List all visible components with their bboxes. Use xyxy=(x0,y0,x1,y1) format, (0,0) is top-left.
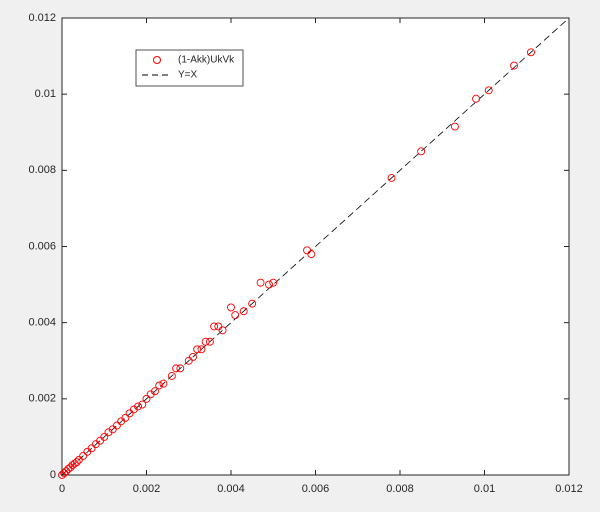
y-tick-label: 0.008 xyxy=(28,164,56,176)
data-point xyxy=(239,307,248,316)
data-point xyxy=(256,278,265,287)
data-point xyxy=(193,345,202,354)
data-point xyxy=(510,61,519,70)
data-point xyxy=(100,432,109,441)
data-point xyxy=(176,364,185,373)
data-point xyxy=(138,400,147,409)
y-tick-label: 0.01 xyxy=(35,88,56,100)
data-point xyxy=(450,122,459,131)
legend-label: Y=X xyxy=(178,70,198,81)
data-point xyxy=(172,364,181,373)
data-point xyxy=(201,337,210,346)
data-point xyxy=(150,387,159,396)
data-point xyxy=(87,444,96,453)
x-tick-label: 0.01 xyxy=(474,483,495,495)
data-point xyxy=(121,413,130,422)
data-point xyxy=(155,381,164,390)
data-point xyxy=(265,280,273,289)
data-point xyxy=(218,326,227,335)
x-tick-label: 0.006 xyxy=(302,483,330,495)
data-point xyxy=(269,278,278,287)
x-tick-label: 0.012 xyxy=(555,483,583,495)
data-point xyxy=(112,421,121,430)
data-point xyxy=(197,345,206,354)
data-point xyxy=(417,147,426,156)
data-point xyxy=(472,94,480,103)
data-point xyxy=(142,394,151,403)
data-point xyxy=(60,469,69,478)
data-point xyxy=(205,337,214,346)
data-point xyxy=(307,250,316,259)
data-point xyxy=(210,322,219,331)
data-point xyxy=(189,352,197,361)
x-tick-label: 0.008 xyxy=(386,483,414,495)
data-point xyxy=(227,303,235,312)
legend-box xyxy=(135,49,244,87)
x-tick-label: 0.004 xyxy=(217,483,245,495)
y-tick-label: 0.006 xyxy=(28,240,56,252)
x-tick-label: 0.002 xyxy=(133,483,161,495)
reference-line xyxy=(61,17,570,476)
data-point xyxy=(72,458,81,467)
data-point xyxy=(527,48,535,57)
data-point xyxy=(134,402,143,411)
y-tick-label: 0.004 xyxy=(28,317,56,329)
legend-label: (1-Akk)UkVk xyxy=(178,55,235,66)
x-tick-label: 0 xyxy=(59,483,65,495)
data-point xyxy=(79,452,88,460)
y-tick-label: 0.002 xyxy=(28,393,56,405)
data-point xyxy=(484,86,493,95)
data-point xyxy=(167,372,176,380)
y-tick-label: 0.012 xyxy=(28,12,56,24)
data-point xyxy=(159,379,168,388)
legend-marker xyxy=(153,56,161,64)
data-point xyxy=(387,173,396,182)
y-tick-label: 0 xyxy=(50,469,56,481)
data-point xyxy=(231,311,240,319)
data-point xyxy=(248,299,257,308)
